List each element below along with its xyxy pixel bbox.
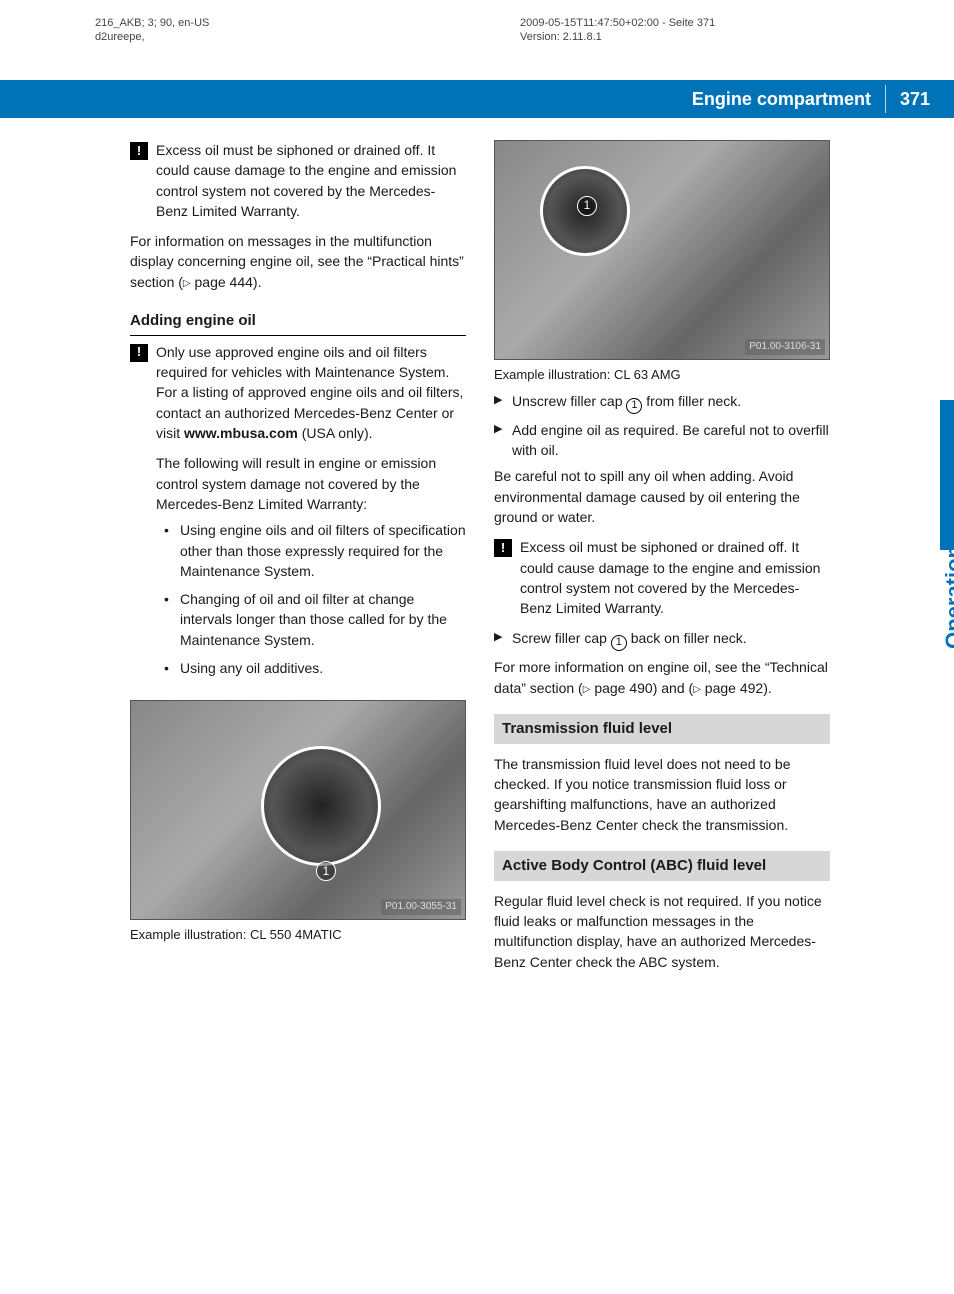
figure-1-callout-num: 1 xyxy=(316,861,336,881)
header-divider xyxy=(885,85,886,113)
warranty-bullets: Using engine oils and oil filters of spe… xyxy=(156,520,466,678)
para3c: ). xyxy=(763,680,772,696)
step3a: Screw filler cap xyxy=(512,630,611,646)
section-title: Engine compartment xyxy=(692,86,871,112)
step-screw-back: ▶ Screw filler cap 1 back on filler neck… xyxy=(494,628,830,651)
xref-490: page 490 xyxy=(594,680,652,696)
para-spill: Be careful not to spill any oil when add… xyxy=(494,466,830,527)
para-abc: Regular fluid level check is not require… xyxy=(494,891,830,972)
mbusa-link: www.mbusa.com xyxy=(184,425,298,441)
figure-2-caption: Example illustration: CL 63 AMG xyxy=(494,366,830,385)
step-marker-icon: ▶ xyxy=(494,393,506,409)
side-tab-label: Operation xyxy=(938,545,954,649)
bullet-3: Using any oil additives. xyxy=(170,658,466,678)
heading-transmission: Transmission fluid level xyxy=(494,714,830,744)
meta-right-2: Version: 2.11.8.1 xyxy=(520,30,715,44)
warning-text-3: Excess oil must be siphoned or drained o… xyxy=(520,537,830,618)
column-right: 1 P01.00-3106-31 Example illustration: C… xyxy=(494,140,830,982)
warning-icon: ! xyxy=(494,539,512,557)
meta-left-2: d2ureepe, xyxy=(95,30,209,44)
figure-1-code: P01.00-3055-31 xyxy=(381,899,461,916)
warning-icon: ! xyxy=(130,142,148,160)
meta-right: 2009-05-15T11:47:50+02:00 - Seite 371 Ve… xyxy=(520,16,715,45)
xref-444-label: page 444 xyxy=(195,274,253,290)
step1a: Unscrew filler cap xyxy=(512,393,626,409)
page-number: 371 xyxy=(900,86,930,112)
column-left: ! Excess oil must be siphoned or drained… xyxy=(130,140,466,982)
callout-ref-1: 1 xyxy=(626,398,642,414)
xref-444: (▷ page 444). xyxy=(178,274,261,290)
figure-2-code: P01.00-3106-31 xyxy=(745,339,825,356)
step-unscrew-text: Unscrew filler cap 1 from filler neck. xyxy=(512,391,830,414)
figure-2-image: 1 P01.00-3106-31 xyxy=(494,140,830,360)
warning-block-2: ! Only use approved engine oils and oil … xyxy=(130,342,466,688)
para-more-info: For more information on engine oil, see … xyxy=(494,657,830,698)
bullet-1: Using engine oils and oil filters of spe… xyxy=(170,520,466,581)
figure-1: 1 P01.00-3055-31 Example illustration: C… xyxy=(130,700,466,945)
callout-ref-1b: 1 xyxy=(611,635,627,651)
page-content: ! Excess oil must be siphoned or drained… xyxy=(130,140,830,982)
meta-left-1: 216_AKB; 3; 90, en-US xyxy=(95,16,209,30)
warn2c: The following will result in engine or e… xyxy=(156,453,466,514)
step1b: from filler neck. xyxy=(642,393,741,409)
para3b: ) and ( xyxy=(653,680,693,696)
step-screw-back-text: Screw filler cap 1 back on filler neck. xyxy=(512,628,830,651)
step-add-oil: ▶ Add engine oil as required. Be careful… xyxy=(494,420,830,461)
xref-492: page 492 xyxy=(705,680,763,696)
figure-1-image: 1 P01.00-3055-31 xyxy=(130,700,466,920)
figure-2: 1 P01.00-3106-31 Example illustration: C… xyxy=(494,140,830,385)
heading-abc: Active Body Control (ABC) fluid level xyxy=(494,851,830,881)
page-header: Engine compartment 371 xyxy=(0,80,954,118)
step-marker-icon: ▶ xyxy=(494,630,506,646)
warning-text-2: Only use approved engine oils and oil fi… xyxy=(156,342,466,688)
para-multifunction: For information on messages in the multi… xyxy=(130,231,466,292)
warning-block-3: ! Excess oil must be siphoned or drained… xyxy=(494,537,830,618)
para-transmission: The transmission fluid level does not ne… xyxy=(494,754,830,835)
meta-right-1: 2009-05-15T11:47:50+02:00 - Seite 371 xyxy=(520,16,715,30)
figure-1-caption: Example illustration: CL 550 4MATIC xyxy=(130,926,466,945)
step-marker-icon: ▶ xyxy=(494,422,506,438)
step-add-oil-text: Add engine oil as required. Be careful n… xyxy=(512,420,830,461)
warning-text-1: Excess oil must be siphoned or drained o… xyxy=(156,140,466,221)
heading-adding-oil: Adding engine oil xyxy=(130,310,466,336)
figure-1-callout xyxy=(261,746,381,866)
warn2b: (USA only). xyxy=(298,425,373,441)
figure-2-callout-num: 1 xyxy=(577,196,597,216)
step-unscrew: ▶ Unscrew filler cap 1 from filler neck. xyxy=(494,391,830,414)
side-tab-bar xyxy=(940,400,954,550)
step3b: back on filler neck. xyxy=(627,630,747,646)
warning-icon: ! xyxy=(130,344,148,362)
meta-left: 216_AKB; 3; 90, en-US d2ureepe, xyxy=(95,16,209,45)
warning-block-1: ! Excess oil must be siphoned or drained… xyxy=(130,140,466,221)
bullet-2: Changing of oil and oil filter at change… xyxy=(170,589,466,650)
